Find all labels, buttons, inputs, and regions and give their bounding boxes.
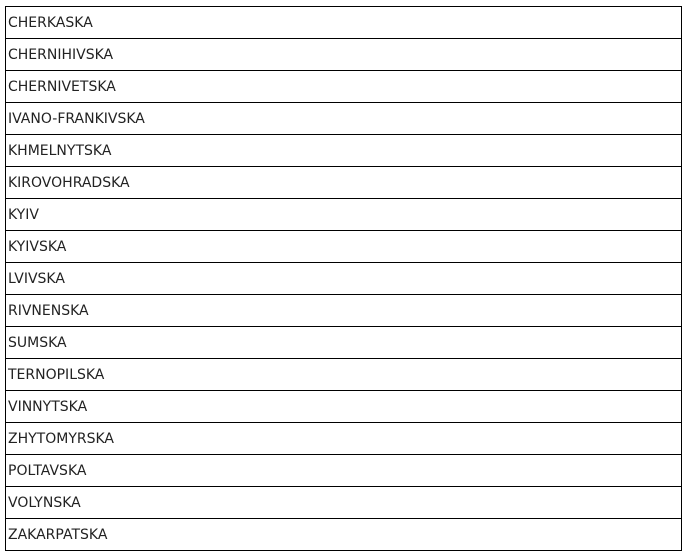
table-row: CHERKASKA bbox=[5, 6, 682, 39]
region-cell: SUMSKA bbox=[5, 326, 682, 359]
region-cell: KYIVSKA bbox=[5, 230, 682, 263]
region-cell: LVIVSKA bbox=[5, 262, 682, 295]
region-cell: KIROVOHRADSKA bbox=[5, 166, 682, 199]
table-row: KYIV bbox=[5, 198, 682, 231]
region-cell: ZHYTOMYRSKA bbox=[5, 422, 682, 455]
region-cell: TERNOPILSKA bbox=[5, 358, 682, 391]
region-cell: POLTAVSKA bbox=[5, 454, 682, 487]
region-cell: RIVNENSKA bbox=[5, 294, 682, 327]
table-row: TERNOPILSKA bbox=[5, 358, 682, 391]
table-row: ZAKARPATSKA bbox=[5, 518, 682, 551]
region-cell: ZAKARPATSKA bbox=[5, 518, 682, 551]
region-cell: KYIV bbox=[5, 198, 682, 231]
table-row: VINNYTSKA bbox=[5, 390, 682, 423]
region-cell: VOLYNSKA bbox=[5, 486, 682, 519]
table-row: LVIVSKA bbox=[5, 262, 682, 295]
region-cell: VINNYTSKA bbox=[5, 390, 682, 423]
table-row: ZHYTOMYRSKA bbox=[5, 422, 682, 455]
region-cell: IVANO-FRANKIVSKA bbox=[5, 102, 682, 135]
table-row: SUMSKA bbox=[5, 326, 682, 359]
table-row: IVANO-FRANKIVSKA bbox=[5, 102, 682, 135]
region-cell: CHERNIHIVSKA bbox=[5, 38, 682, 71]
table-row: RIVNENSKA bbox=[5, 294, 682, 327]
table-row: POLTAVSKA bbox=[5, 454, 682, 487]
table-row: KHMELNYTSKA bbox=[5, 134, 682, 167]
table-row: KYIVSKA bbox=[5, 230, 682, 263]
region-cell: CHERKASKA bbox=[5, 6, 682, 39]
table-row: CHERNIVETSKA bbox=[5, 70, 682, 103]
table-row: KIROVOHRADSKA bbox=[5, 166, 682, 199]
region-cell: KHMELNYTSKA bbox=[5, 134, 682, 167]
regions-table: CHERKASKA CHERNIHIVSKA CHERNIVETSKA IVANO-F… bbox=[5, 6, 682, 551]
region-cell: CHERNIVETSKA bbox=[5, 70, 682, 103]
table-row: CHERNIHIVSKA bbox=[5, 38, 682, 71]
table-row: VOLYNSKA bbox=[5, 486, 682, 519]
